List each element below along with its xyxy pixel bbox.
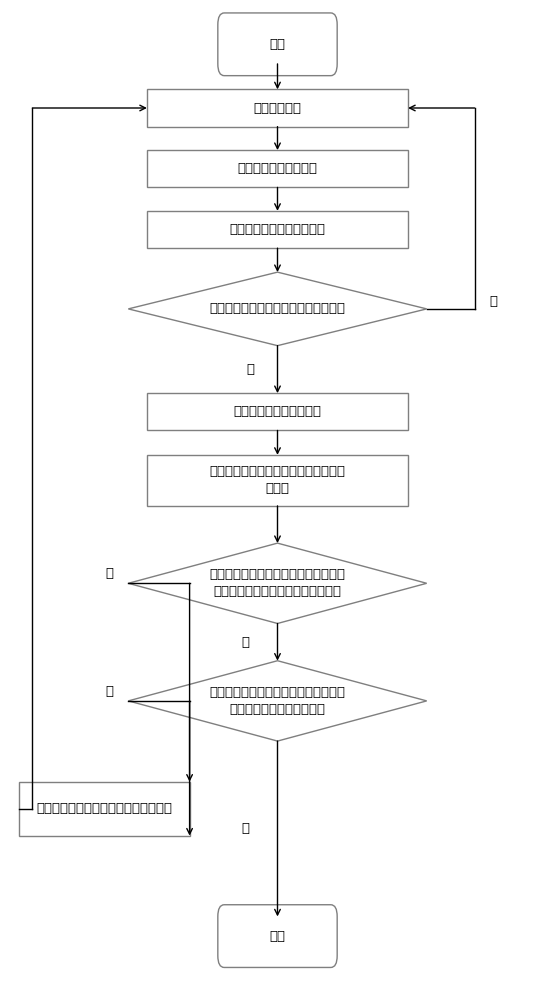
Bar [19, 782, 190, 836]
Text: 中断处理程序中功能模块组成和处理时
间确定: 中断处理程序中功能模块组成和处理时 间确定 [209, 465, 346, 495]
Text: 低优先级中断中处理的功能允许被中断
的时间大于高优先级的中断处理时间: 低优先级中断中处理的功能允许被中断 的时间大于高优先级的中断处理时间 [209, 568, 346, 598]
Text: 是: 是 [241, 822, 250, 835]
Text: 功能模块的处理时间小于调用时间间隔: 功能模块的处理时间小于调用时间间隔 [209, 302, 346, 315]
Polygon shape [128, 272, 427, 346]
Bar [147, 455, 408, 506]
Polygon shape [128, 543, 427, 623]
Bar [147, 89, 408, 127]
Text: 中断处理程序的时序确定: 中断处理程序的时序确定 [234, 405, 321, 418]
Text: 进行关中断的处理或者其它的防护措施: 进行关中断的处理或者其它的防护措施 [36, 802, 173, 815]
Text: 功能模块调用时间间隔确定: 功能模块调用时间间隔确定 [230, 223, 325, 236]
FancyBboxPatch shape [218, 905, 337, 967]
FancyBboxPatch shape [218, 13, 337, 76]
Text: 进行功能分配: 进行功能分配 [254, 102, 301, 114]
Text: 否: 否 [105, 567, 114, 580]
Bar [147, 211, 408, 248]
Polygon shape [128, 661, 427, 741]
Bar [147, 150, 408, 187]
Text: 否: 否 [105, 685, 114, 698]
Text: 功能模块处理时间确定: 功能模块处理时间确定 [238, 162, 317, 175]
Text: 任务中处理的功能允许被中断的时间大
于所有可能被中断处理时间: 任务中处理的功能允许被中断的时间大 于所有可能被中断处理时间 [209, 686, 346, 716]
Text: 是: 是 [247, 363, 255, 376]
Text: 是: 是 [241, 636, 250, 649]
Bar [147, 393, 408, 430]
Text: 否: 否 [490, 295, 497, 308]
Text: 开始: 开始 [270, 38, 285, 51]
Text: 结束: 结束 [270, 930, 285, 943]
